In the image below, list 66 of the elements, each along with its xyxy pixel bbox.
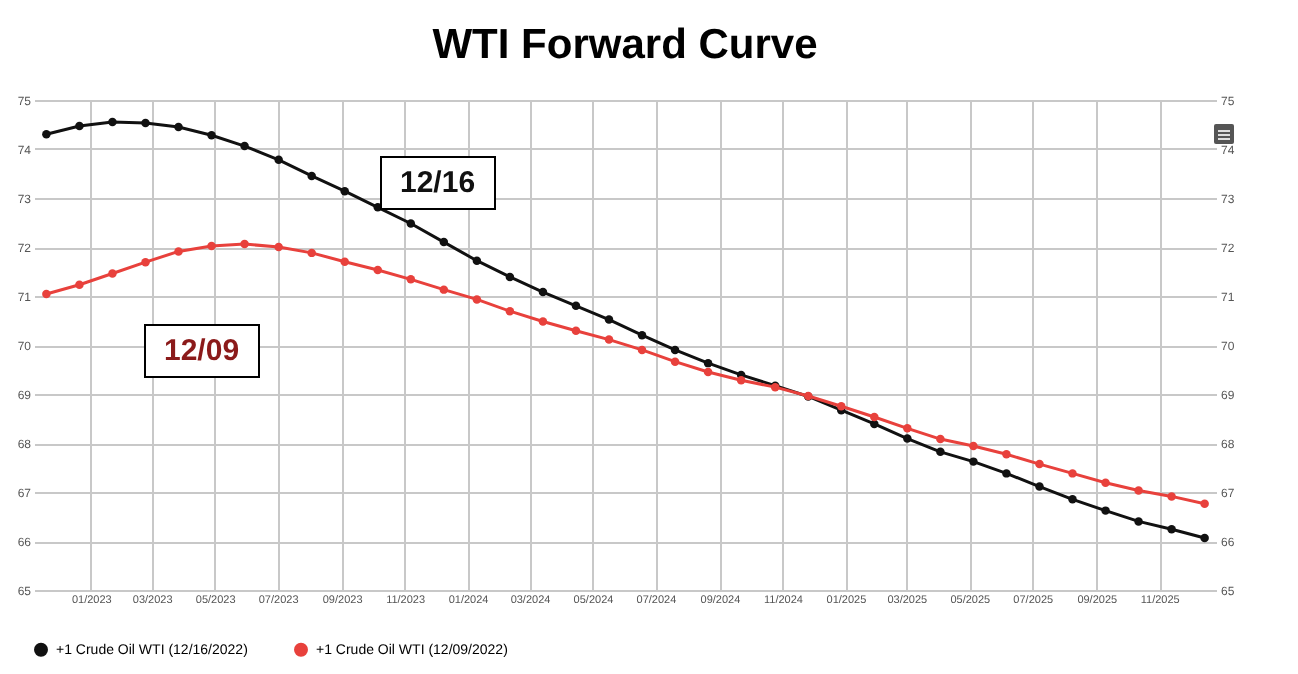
point <box>174 247 183 256</box>
point <box>670 357 680 366</box>
point <box>571 301 581 311</box>
point <box>108 117 117 127</box>
point <box>538 317 548 326</box>
point <box>373 265 382 275</box>
point <box>108 269 117 278</box>
point <box>75 280 84 289</box>
point <box>1167 525 1176 534</box>
point <box>1134 486 1143 495</box>
point <box>936 447 945 457</box>
point <box>1134 517 1143 526</box>
point <box>207 131 216 140</box>
point <box>174 122 183 132</box>
point <box>340 257 349 266</box>
point <box>604 335 614 344</box>
point <box>903 434 912 443</box>
point <box>1068 469 1077 478</box>
point <box>736 376 746 385</box>
point <box>936 434 945 444</box>
point <box>141 257 150 267</box>
point <box>75 121 84 131</box>
point <box>240 239 249 249</box>
point <box>703 358 713 368</box>
point <box>1035 459 1044 469</box>
point <box>42 130 51 139</box>
point <box>439 285 449 294</box>
point <box>1200 499 1209 508</box>
point <box>604 315 614 324</box>
point <box>207 241 216 251</box>
point <box>274 242 283 252</box>
point <box>307 248 316 258</box>
point <box>505 306 515 316</box>
annotation: 12/16 <box>380 156 496 210</box>
point <box>505 272 515 282</box>
point <box>472 295 482 304</box>
point <box>472 256 482 265</box>
point <box>870 412 879 422</box>
point <box>274 155 283 165</box>
point <box>969 457 978 466</box>
point <box>1200 533 1209 543</box>
point <box>1101 478 1110 487</box>
annotation: 12/09 <box>144 324 260 378</box>
point <box>903 424 912 433</box>
point <box>340 186 349 196</box>
point <box>307 171 316 181</box>
point <box>1002 469 1011 478</box>
point <box>439 237 449 247</box>
point <box>240 141 249 151</box>
point <box>637 330 647 340</box>
chart-title: WTI Forward Curve <box>432 22 818 68</box>
point <box>969 441 978 451</box>
point <box>670 345 680 355</box>
point <box>571 326 581 336</box>
point <box>1002 450 1011 459</box>
point <box>703 367 713 377</box>
point <box>538 287 548 297</box>
point <box>42 289 51 299</box>
point <box>637 345 647 355</box>
point <box>406 275 416 284</box>
point <box>406 219 416 228</box>
point <box>1035 482 1044 491</box>
point <box>1167 492 1176 501</box>
point <box>141 118 150 128</box>
point <box>1101 506 1110 515</box>
point <box>1068 495 1077 504</box>
